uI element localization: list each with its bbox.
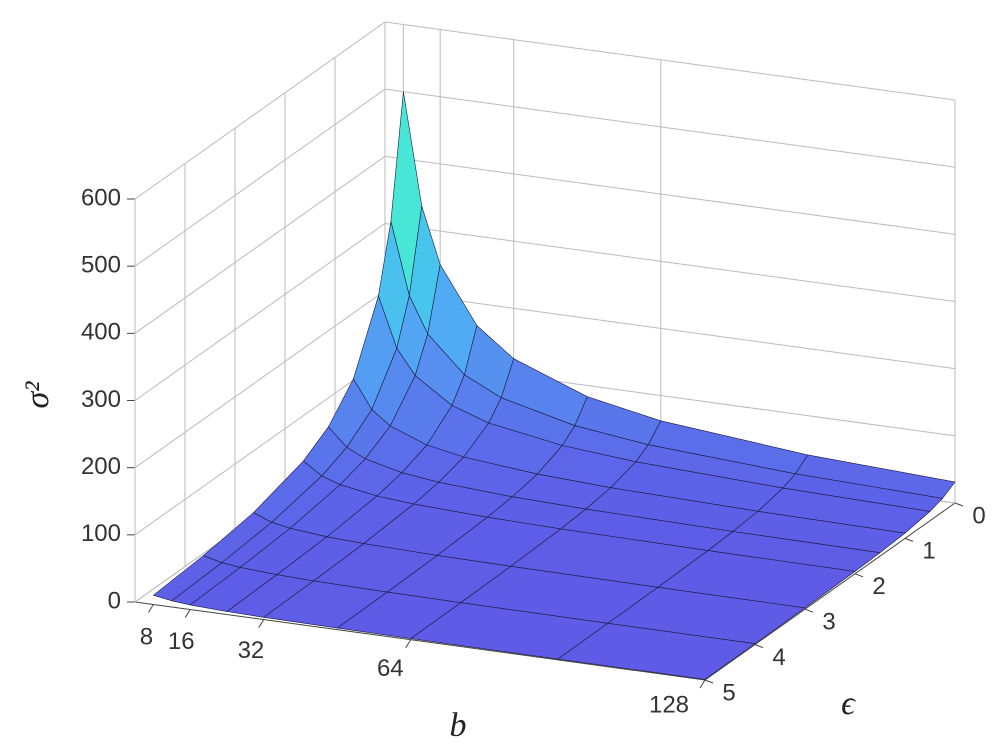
- grid-line: [384, 21, 956, 101]
- tick-mark: [184, 609, 191, 618]
- surface-patch: [557, 622, 756, 680]
- grid-line: [134, 290, 386, 469]
- axis-line: [704, 502, 956, 681]
- y-tick-label: 0: [972, 502, 985, 529]
- tick-mark: [258, 619, 265, 628]
- z-tick-label: 200: [81, 453, 121, 480]
- grid-line: [134, 357, 386, 536]
- tick-mark: [854, 573, 864, 578]
- z-tick-label: 0: [108, 587, 121, 614]
- axis-line: [134, 601, 706, 681]
- grid-line: [134, 223, 386, 401]
- surface: [152, 91, 956, 680]
- y-tick-label: 5: [722, 679, 735, 706]
- x-tick-label: 32: [238, 637, 265, 664]
- y-tick-label: 4: [772, 644, 785, 671]
- tick-mark: [704, 679, 714, 684]
- z-tick-label: 600: [81, 184, 121, 211]
- tick-mark: [754, 644, 764, 649]
- grid-line: [134, 21, 386, 200]
- z-axis-label: σ²: [19, 381, 56, 409]
- tick-mark: [405, 639, 412, 649]
- x-tick-label: 128: [649, 691, 689, 718]
- grid-line: [384, 290, 956, 370]
- x-axis-label: b: [450, 707, 467, 744]
- x-tick-label: 16: [168, 628, 195, 655]
- z-tick-label: 500: [81, 252, 121, 279]
- grid-line: [384, 223, 956, 302]
- tick-mark: [904, 537, 914, 542]
- y-tick-label: 2: [872, 573, 885, 600]
- x-tick-label: 64: [377, 655, 404, 682]
- x-tick-label: 8: [140, 624, 153, 651]
- tick-mark: [954, 502, 964, 507]
- grid-line: [384, 88, 956, 168]
- z-tick-label: 400: [81, 319, 121, 346]
- grid-line: [384, 155, 956, 235]
- tick-mark: [699, 679, 706, 689]
- tick-labels: 0 100 200 300 400 500 600 0 1 2 3 4 5 8 16 32 64 128: [81, 184, 986, 718]
- z-tick-label: 100: [81, 520, 121, 547]
- y-tick-label: 1: [922, 538, 935, 565]
- y-axis-label: ϵ: [841, 685, 856, 722]
- z-tick-label: 300: [81, 386, 121, 413]
- grid-line: [134, 88, 386, 267]
- grid-line: [134, 155, 386, 334]
- tick-mark: [147, 604, 154, 613]
- y-tick-label: 3: [822, 609, 835, 636]
- tick-mark: [804, 608, 814, 613]
